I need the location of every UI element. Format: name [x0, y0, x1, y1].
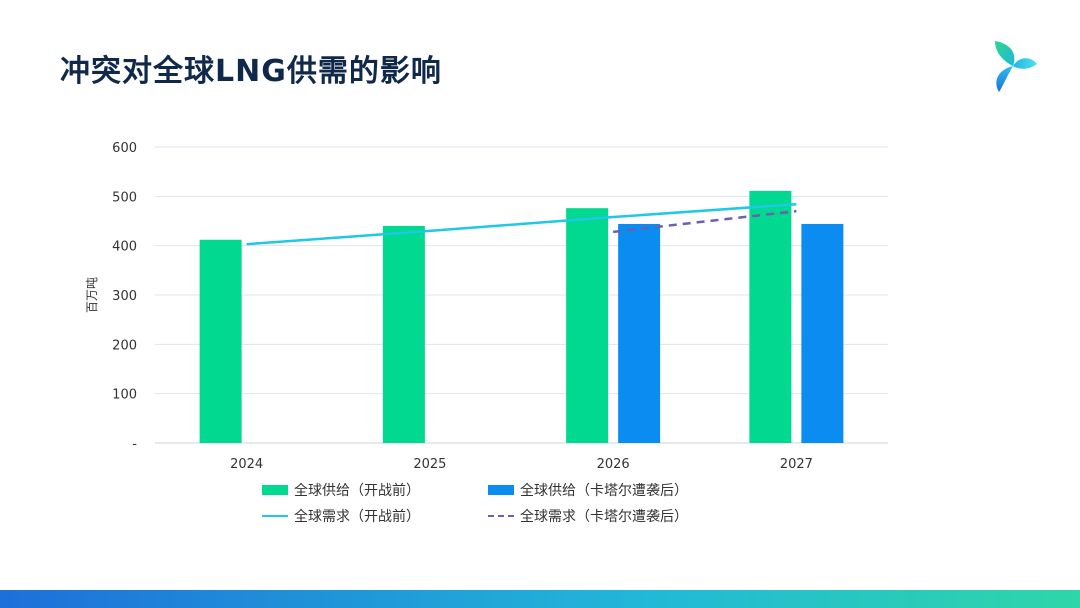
bar-supply-after [618, 223, 661, 443]
bar-supply-prewar [382, 225, 425, 443]
legend-label: 全球需求（卡塔尔遭袭后） [520, 509, 688, 525]
legend-swatch [488, 485, 514, 495]
legend-swatch [262, 485, 288, 495]
y-tick-label: - [132, 437, 137, 452]
page-title: 冲突对全球LNG供需的影响 [60, 54, 442, 89]
legend-label: 全球供给（开战前） [294, 483, 420, 499]
y-tick-label: 100 [112, 388, 137, 403]
legend-label: 全球供给（卡塔尔遭袭后） [520, 483, 688, 499]
y-tick-label: 600 [112, 141, 137, 156]
legend-item-supply-prewar: 全球供给（开战前） [262, 480, 420, 500]
x-tick-label: 2027 [780, 457, 813, 472]
y-tick-label: 500 [112, 190, 137, 205]
legend-swatch [262, 515, 288, 517]
bar-supply-prewar [749, 190, 792, 443]
x-tick-label: 2025 [413, 457, 446, 472]
x-tick-label: 2026 [597, 457, 630, 472]
bar-supply-prewar [199, 239, 242, 443]
legend-item-demand-prewar: 全球需求（开战前） [262, 506, 420, 526]
legend-label: 全球需求（开战前） [294, 509, 420, 525]
bar-supply-prewar [566, 208, 609, 443]
line-demand-prewar [246, 202, 797, 246]
y-tick-label: 400 [112, 240, 137, 255]
y-tick-label: 200 [112, 338, 137, 353]
legend-item-demand-after: 全球需求（卡塔尔遭袭后） [488, 506, 688, 526]
bar-supply-after [801, 223, 844, 443]
footer-bar [0, 590, 1080, 608]
legend-swatch [488, 515, 514, 517]
y-axis-label: 百万吨 [85, 277, 99, 313]
y-tick-label: 300 [112, 289, 137, 304]
line-demand-after [612, 209, 797, 234]
x-tick-label: 2024 [230, 457, 263, 472]
legend-item-supply-after: 全球供给（卡塔尔遭袭后） [488, 480, 688, 500]
company-logo [995, 41, 1037, 92]
